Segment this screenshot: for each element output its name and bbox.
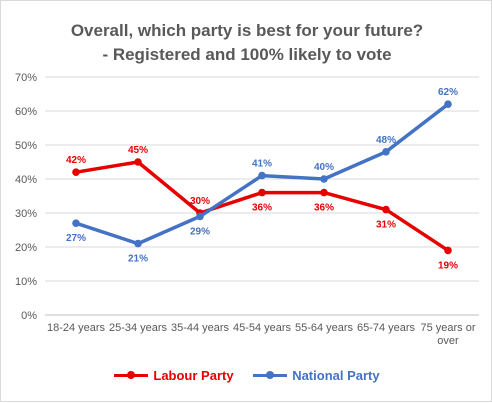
y-tick-label: 20% [15, 242, 37, 254]
data-point [444, 100, 452, 108]
data-label: 48% [376, 135, 396, 146]
data-label: 29% [190, 226, 210, 237]
x-tick-label: over [437, 335, 459, 347]
legend-label-national: National Party [292, 368, 380, 383]
y-tick-label: 50% [15, 140, 37, 152]
data-label: 31% [376, 220, 396, 231]
data-point [258, 171, 266, 180]
y-tick-label: 40% [15, 174, 37, 186]
legend-label-labour: Labour Party [153, 368, 234, 383]
x-tick-label: 55-64 years [295, 322, 354, 334]
y-tick-label: 0% [21, 310, 37, 322]
data-point [258, 188, 266, 197]
data-label: 36% [314, 203, 334, 214]
data-label: 36% [252, 203, 272, 214]
x-tick-label: 65-74 years [357, 322, 416, 334]
data-point [382, 205, 390, 214]
x-tick-label: 45-54 years [233, 322, 292, 334]
y-tick-label: 70% [15, 72, 37, 84]
data-label: 19% [438, 260, 458, 271]
data-point [320, 188, 328, 197]
data-label: 41% [252, 159, 272, 170]
legend-item-national: National Party [253, 368, 380, 383]
data-label: 27% [66, 233, 86, 244]
data-point [444, 246, 452, 255]
x-tick-label: 35-44 years [171, 322, 230, 334]
chart-title: Overall, which party is best for your fu… [70, 21, 424, 40]
data-label: 30% [190, 196, 210, 207]
data-point [134, 158, 142, 166]
legend-item-labour: Labour Party [114, 368, 234, 383]
data-label: 45% [128, 145, 148, 156]
x-tick-label: 75 years or [420, 322, 475, 334]
y-tick-label: 60% [15, 106, 37, 118]
y-tick-label: 30% [15, 208, 37, 220]
chart-legend: Labour Party National Party [1, 365, 492, 383]
data-point [134, 239, 142, 248]
data-point [72, 219, 80, 227]
data-label: 21% [128, 254, 148, 265]
x-tick-label: 25-34 years [109, 322, 168, 334]
data-point [196, 212, 204, 221]
chart-title-block: Overall, which party is best for your fu… [1, 19, 492, 67]
data-point [382, 148, 390, 156]
data-point [72, 168, 80, 176]
legend-swatch-national [253, 371, 288, 379]
chart-subtitle: - Registered and 100% likely to vote [102, 45, 392, 64]
data-point [320, 175, 328, 183]
data-label: 42% [66, 155, 86, 166]
data-label: 40% [314, 162, 334, 173]
y-tick-label: 10% [15, 276, 37, 288]
legend-swatch-labour [114, 371, 149, 379]
x-tick-label: 18-24 years [47, 322, 106, 334]
data-label: 62% [438, 87, 458, 98]
